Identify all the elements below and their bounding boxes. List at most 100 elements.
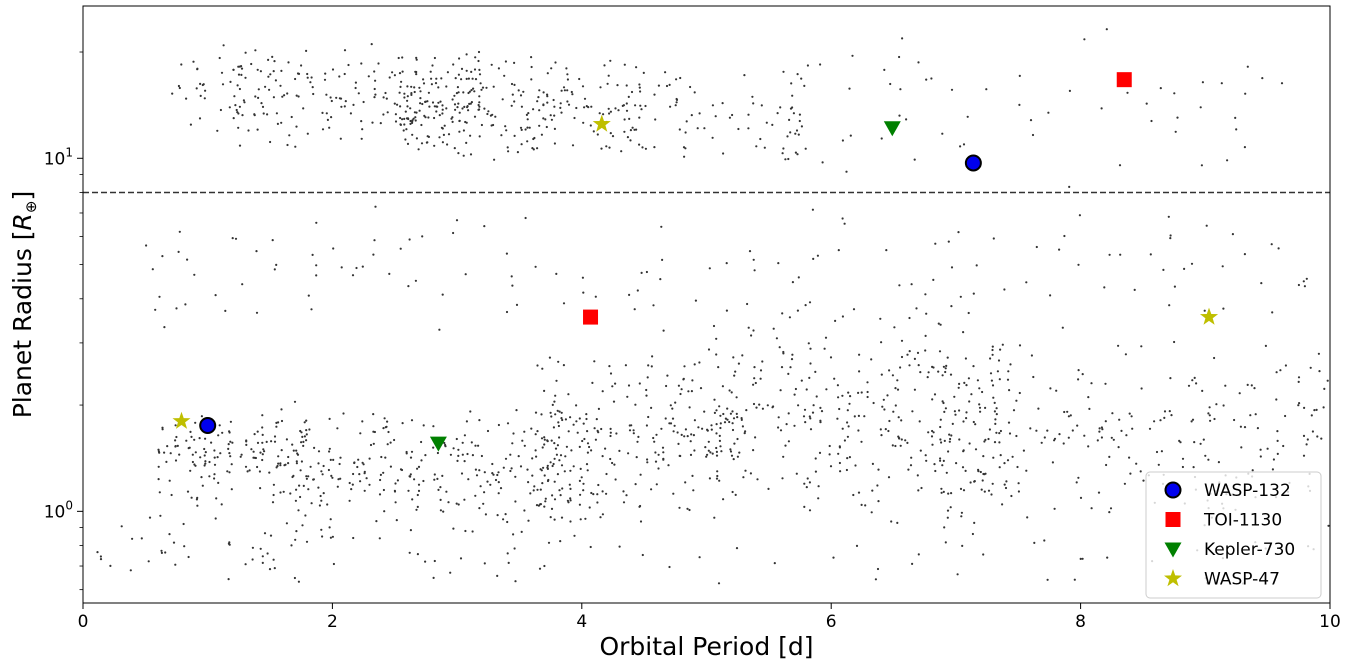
- background-point: [575, 106, 578, 110]
- background-point: [1169, 377, 1172, 380]
- background-point: [485, 86, 488, 89]
- background-point: [1302, 434, 1306, 437]
- background-point: [675, 101, 678, 104]
- background-point: [756, 478, 759, 481]
- background-point: [274, 79, 277, 82]
- background-point: [269, 73, 272, 76]
- background-point: [399, 247, 402, 250]
- background-point: [1187, 384, 1191, 387]
- background-point: [361, 265, 364, 268]
- background-point: [276, 464, 279, 468]
- background-point: [151, 268, 154, 271]
- background-point: [950, 266, 954, 269]
- background-point: [175, 307, 178, 310]
- background-point: [589, 545, 592, 549]
- background-point: [419, 102, 422, 105]
- background-point: [534, 433, 537, 436]
- background-point: [816, 254, 820, 257]
- background-point: [140, 537, 143, 540]
- background-point: [227, 542, 230, 545]
- background-point: [411, 133, 414, 136]
- background-point: [405, 117, 409, 120]
- background-point: [255, 250, 258, 253]
- background-point: [550, 118, 554, 121]
- background-point: [806, 477, 809, 480]
- background-point: [759, 377, 762, 380]
- background-point: [1025, 281, 1028, 284]
- background-point: [1220, 82, 1223, 85]
- background-point: [416, 467, 419, 470]
- background-point: [550, 415, 553, 418]
- background-point: [934, 242, 937, 245]
- background-point: [786, 135, 789, 138]
- background-point: [664, 71, 667, 74]
- legend-marker-toi-1130: [1165, 512, 1181, 527]
- background-point: [1087, 445, 1090, 448]
- background-point: [743, 74, 746, 77]
- background-point: [228, 430, 231, 433]
- background-point: [1077, 476, 1080, 479]
- background-point: [927, 371, 930, 374]
- background-point: [174, 445, 177, 448]
- background-point: [553, 114, 556, 117]
- background-point: [586, 469, 589, 472]
- background-point: [654, 460, 658, 463]
- background-point: [279, 491, 282, 494]
- background-point: [331, 476, 334, 479]
- background-point: [1018, 103, 1021, 106]
- background-point: [592, 130, 595, 133]
- background-point: [644, 104, 647, 108]
- background-point: [682, 146, 686, 149]
- background-point: [455, 437, 458, 441]
- background-point: [721, 385, 725, 388]
- background-point: [504, 125, 507, 128]
- legend-label-wasp-132: WASP-132: [1204, 481, 1291, 501]
- background-point: [551, 494, 554, 497]
- background-point: [932, 278, 935, 281]
- background-point: [441, 108, 444, 111]
- background-point: [259, 451, 262, 454]
- background-point: [982, 553, 985, 556]
- background-point: [636, 440, 639, 443]
- background-point: [979, 470, 982, 474]
- background-point: [523, 509, 526, 512]
- background-point: [713, 516, 716, 519]
- background-point: [779, 429, 783, 432]
- background-point: [728, 420, 731, 424]
- background-point: [415, 508, 418, 511]
- background-point: [463, 498, 466, 501]
- background-point: [982, 455, 985, 458]
- background-point: [409, 475, 412, 478]
- background-point: [787, 440, 791, 443]
- background-point: [990, 493, 993, 496]
- background-point: [159, 514, 162, 517]
- background-point: [841, 394, 844, 397]
- background-point: [295, 530, 298, 533]
- background-point: [221, 431, 224, 434]
- background-point: [544, 118, 547, 121]
- background-point: [530, 427, 533, 430]
- background-point: [573, 116, 576, 120]
- background-point: [234, 104, 237, 107]
- background-point: [706, 429, 709, 432]
- background-point: [349, 112, 352, 115]
- background-point: [237, 126, 240, 129]
- background-point: [829, 465, 833, 468]
- background-point: [1323, 387, 1326, 390]
- background-point: [776, 112, 779, 115]
- background-point: [394, 482, 397, 485]
- background-point: [1026, 516, 1029, 519]
- background-point: [814, 370, 817, 373]
- background-point: [1040, 441, 1043, 444]
- background-point: [507, 150, 510, 153]
- background-point: [261, 105, 265, 108]
- background-point: [535, 504, 539, 507]
- background-point: [740, 417, 743, 420]
- background-point: [208, 475, 211, 478]
- background-point: [310, 76, 313, 79]
- background-point: [469, 153, 473, 156]
- background-point: [652, 304, 655, 307]
- background-point: [321, 128, 325, 131]
- background-point: [458, 57, 461, 60]
- background-point: [416, 505, 419, 508]
